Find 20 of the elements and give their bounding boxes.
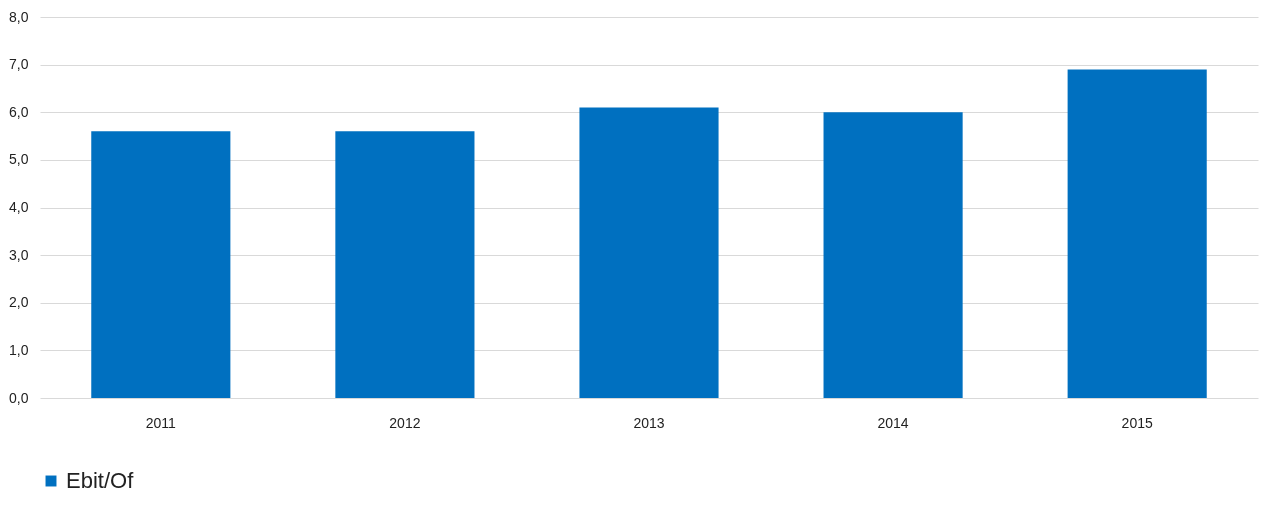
bar xyxy=(91,131,231,398)
y-tick-label: 1,0 xyxy=(9,341,29,358)
x-tick-label: 2013 xyxy=(633,414,665,431)
bar xyxy=(335,131,475,398)
x-tick-label: 2012 xyxy=(389,414,421,431)
bar xyxy=(823,112,963,398)
y-tick-label: 3,0 xyxy=(9,246,29,263)
x-tick-label: 2015 xyxy=(1121,414,1153,431)
bar xyxy=(1067,69,1207,398)
y-tick-label: 2,0 xyxy=(9,294,29,311)
y-tick-label: 4,0 xyxy=(9,199,29,215)
x-tick-label: 2014 xyxy=(877,414,909,431)
x-tick-label: 2011 xyxy=(145,414,177,431)
y-tick-label: 0,0 xyxy=(9,389,29,406)
bar xyxy=(579,107,719,398)
y-tick-label: 8,0 xyxy=(9,8,29,25)
y-tick-label: 5,0 xyxy=(9,151,29,168)
y-tick-label: 6,0 xyxy=(9,103,29,120)
y-tick-label: 7,0 xyxy=(9,56,29,73)
legend-label: Ebit/Of xyxy=(66,468,135,493)
